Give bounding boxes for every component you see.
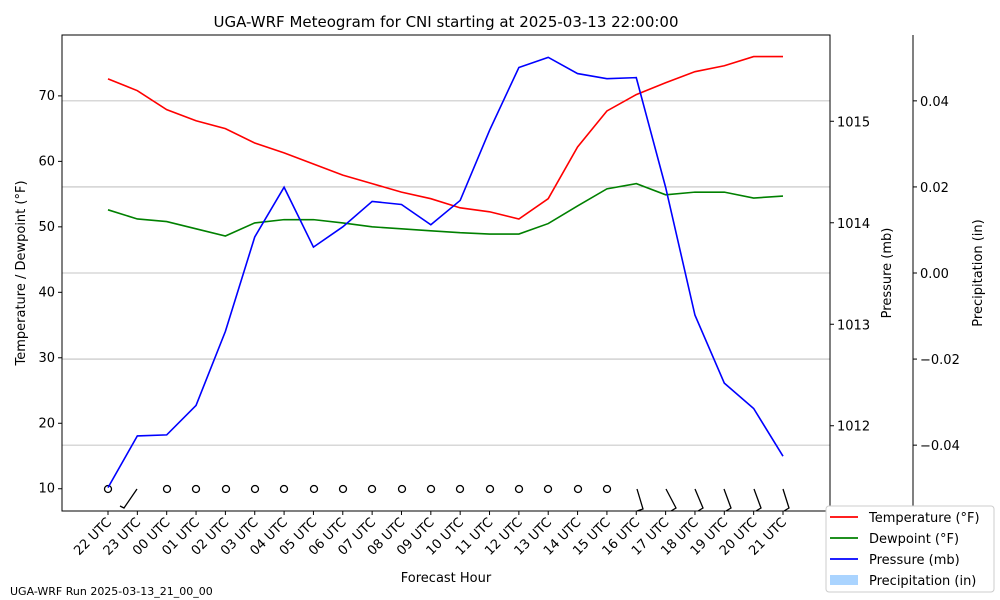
wind-barbs [103,484,790,512]
y-tick-label: 60 [38,154,55,169]
footer: UGA-WRF Run 2025-03-13_21_00_00 [10,585,213,598]
legend-label: Temperature (°F) [868,511,980,526]
line-series [107,56,784,489]
y-tick-label: 30 [38,351,55,366]
legend-label: Precipitation (in) [869,574,976,589]
y2-axis-label: Pressure (mb) [880,228,895,319]
line-series [107,55,783,220]
legend-label: Pressure (mb) [869,553,960,568]
y-tick-label: 20 [38,416,55,431]
y-tick-label: 10 [38,482,55,497]
y3-tick-label: 0.00 [920,267,949,282]
line-series [107,182,784,237]
legend-box [825,505,995,593]
legend-label: Dewpoint (°F) [869,532,959,547]
chart-title: UGA-WRF Meteogram for CNI starting at 20… [213,13,678,31]
y2-tick-label: 1013 [837,318,870,333]
y-tick-label: 70 [38,89,55,104]
plot-frame [61,34,831,512]
y3-tick-label: 0.02 [920,181,949,196]
y-axis-label: Temperature / Dewpoint (°F) [14,180,29,366]
y2-tick-label: 1012 [837,420,870,435]
y3-axis-label: Precipitation (in) [971,219,986,326]
legend-swatch [830,575,858,585]
y3-tick-label: −0.04 [920,439,960,454]
y2-tick-label: 1014 [837,217,870,232]
y-tick-label: 50 [38,220,55,235]
y3-tick-label: −0.02 [920,353,960,368]
x-axis-label: Forecast Hour [401,571,492,586]
y3-tick-label: 0.04 [920,95,949,110]
y2-tick-label: 1015 [837,115,870,130]
y-tick-label: 40 [38,285,55,300]
